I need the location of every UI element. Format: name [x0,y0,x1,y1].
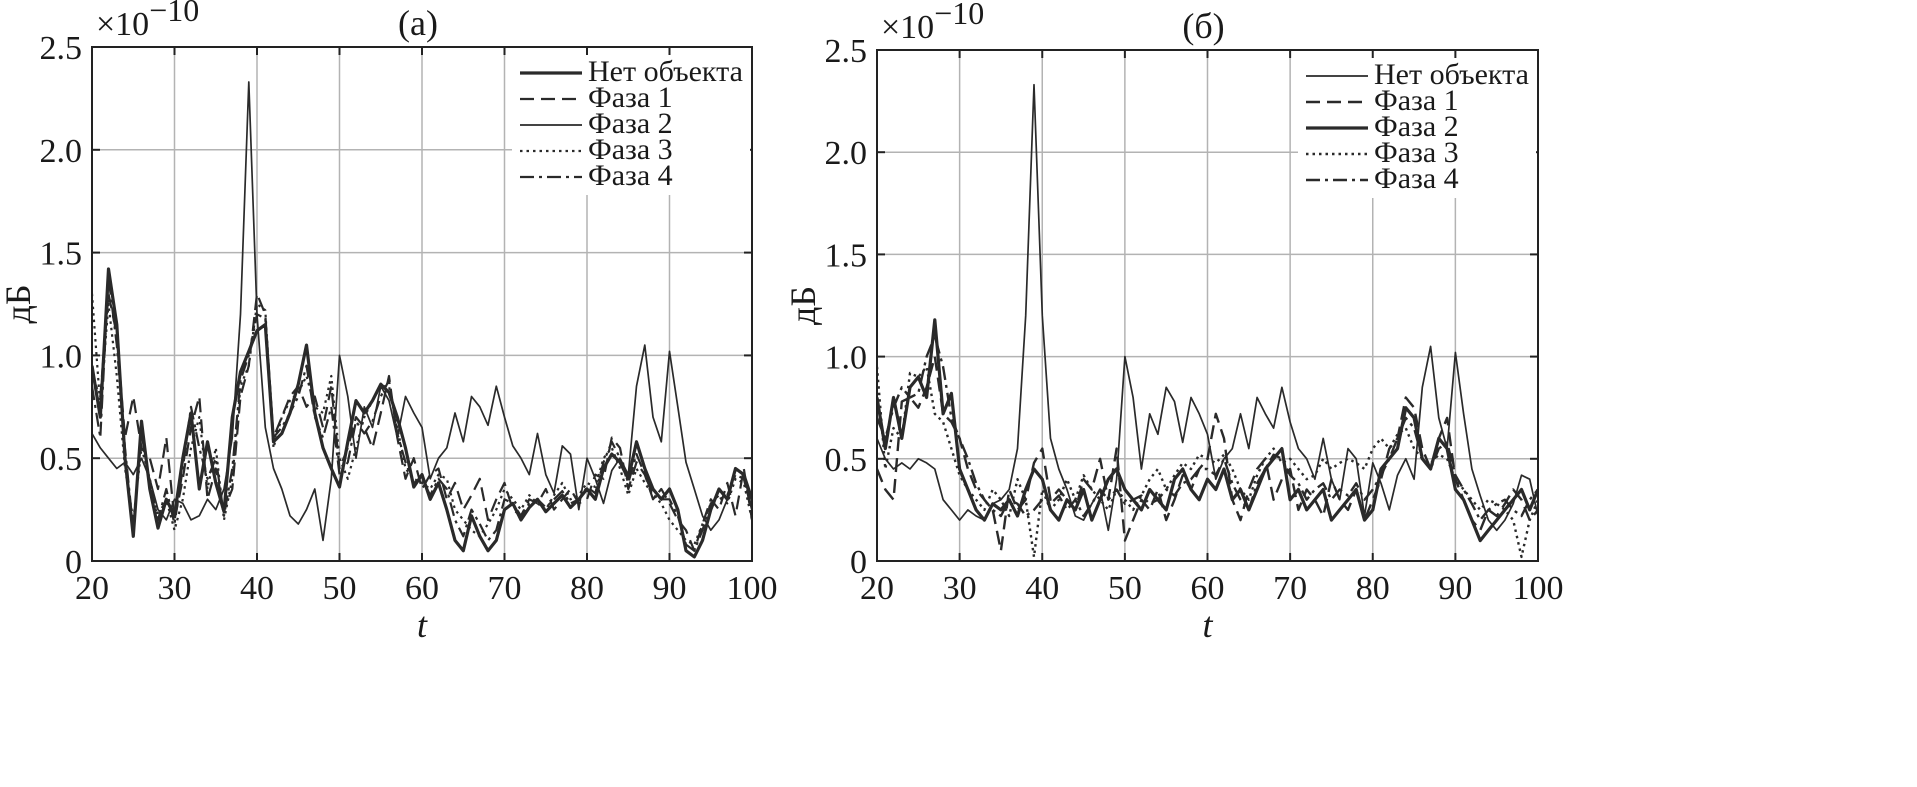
x-tick-label-40: 40 [1025,570,1059,607]
y-tick-label-3: 1.5 [825,237,868,274]
y-multiplier-exponent: −10 [934,0,984,31]
x-tick-label-70: 70 [488,570,522,607]
x-tick-label-50: 50 [1108,570,1142,607]
y-tick-label-4: 2.0 [825,135,868,172]
x-tick-label-30: 30 [943,570,977,607]
y-tick-label-3: 1.5 [40,236,83,273]
x-tick-label-100: 100 [1513,570,1564,607]
y-tick-label-5: 2.5 [825,33,868,70]
chart-panel-b: 20 30 40 50 60 70 80 90 100 0 0.5 1.0 1.5 2.0 2.5 (б) ×1… [783,0,1564,645]
x-tick-label-90: 90 [653,570,687,607]
x-tick-label-40: 40 [240,570,274,607]
y-tick-label-4: 2.0 [40,133,83,170]
legend-label-4: Фаза 3 [1374,136,1459,169]
legend-label-2: Фаза 1 [1374,84,1459,117]
x-tick-label-20: 20 [860,570,894,607]
series-line-5 [877,335,1538,522]
x-tick-label-80: 80 [1356,570,1390,607]
x-axis-label: t [1202,605,1213,645]
series-line-1 [92,267,752,559]
y-multiplier-exponent: −10 [149,0,199,28]
legend-label-5: Фаза 4 [1374,162,1459,195]
chart-title: (а) [398,3,438,43]
y-tick-label-0: 0 [65,544,82,581]
legend-label-1: Нет объекта [1374,58,1529,91]
x-tick-label-60: 60 [1191,570,1225,607]
y-tick-label-5: 2.5 [40,30,83,67]
series-line-3 [92,81,752,542]
legend-label-4: Фаза 3 [588,133,673,166]
chart-panel-a: 20 30 40 50 60 70 80 90 100 0 0.5 1.0 1.5 2.0 2.5 (а) ×1… [0,0,778,645]
y-tick-label-2: 1.0 [825,340,868,377]
series-line-2 [92,292,752,552]
series-line-4 [92,293,752,546]
x-tick-label-30: 30 [158,570,192,607]
x-tick-label-70: 70 [1273,570,1307,607]
series-group [92,81,752,559]
y-tick-label-0: 0 [850,544,867,581]
y-tick-label-2: 1.0 [40,338,83,375]
x-tick-label-50: 50 [323,570,357,607]
x-tick-label-100: 100 [727,570,778,607]
legend-label-1: Нет объекта [588,55,743,88]
x-tick-label-60: 60 [405,570,439,607]
y-tick-label-1: 0.5 [40,441,83,478]
x-tick-label-90: 90 [1438,570,1472,607]
x-tick-label-80: 80 [570,570,604,607]
y-multiplier: ×10−10 [96,0,199,43]
y-axis-label: дБ [783,286,823,325]
chart-title: (б) [1182,6,1224,46]
legend-label-3: Фаза 2 [1374,110,1459,143]
x-tick-label-20: 20 [75,570,109,607]
legend-label-5: Фаза 4 [588,159,673,192]
y-axis-label: дБ [0,285,38,324]
legend-label-3: Фаза 2 [588,107,673,140]
legend-label-2: Фаза 1 [588,81,673,114]
x-axis-label: t [417,605,428,645]
y-tick-label-1: 0.5 [825,442,868,479]
series-group [877,83,1538,559]
y-multiplier: ×10−10 [881,0,984,46]
